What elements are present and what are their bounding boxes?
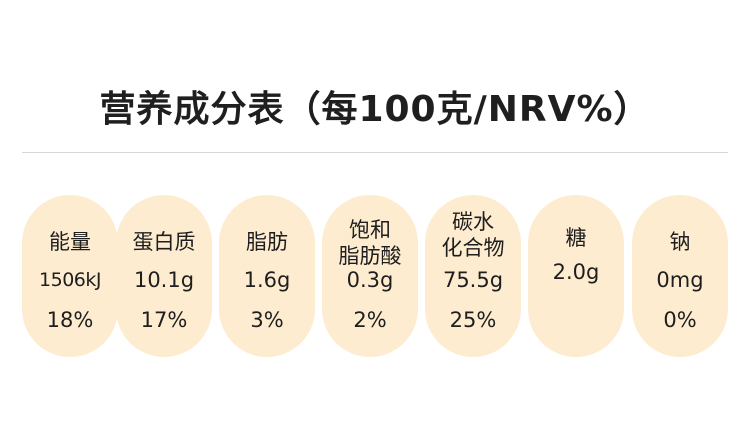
nutrient-name: 碳水 化合物 (425, 209, 521, 261)
nutrient-amount: 1506kJ (39, 269, 101, 291)
nutrient-name-line: 脂肪酸 (338, 244, 402, 268)
nutrient-nrv: 0% (663, 308, 697, 332)
nutrient-nrv: 3% (250, 308, 284, 332)
title-divider (22, 152, 728, 153)
nutrient-amount: 2.0g (552, 260, 600, 284)
nutrient-name: 脂肪 (246, 230, 288, 254)
nutrient-name: 钠 (669, 230, 691, 254)
nutrient-card-protein: 蛋白质 10.1g 17% (116, 195, 212, 357)
nutrient-amount: 75.5g (442, 268, 504, 292)
nutrient-nrv: 18% (46, 308, 94, 332)
nutrient-card-energy: 能量 1506kJ 18% (22, 195, 118, 357)
nutrient-name: 能量 (49, 230, 91, 254)
nutrient-nrv: 17% (140, 308, 188, 332)
nutrient-card-carbohydrate: 碳水 化合物 75.5g 25% (425, 195, 521, 357)
nutrient-card-saturated-fat: 饱和 脂肪酸 0.3g 2% (322, 195, 418, 357)
nutrient-amount: 0.3g (346, 268, 394, 292)
nutrient-name-line: 饱和 (349, 218, 391, 242)
nutrient-card-sugar: 糖 2.0g (528, 195, 624, 357)
nutrient-name: 蛋白质 (132, 230, 196, 254)
nutrient-card-fat: 脂肪 1.6g 3% (219, 195, 315, 357)
nutrient-amount: 0mg (656, 268, 704, 292)
nutrient-name: 糖 (565, 226, 587, 250)
page-title: 营养成分表（每100克/NRV%） (99, 89, 651, 130)
nutrient-name-line: 碳水 (452, 210, 494, 234)
nutrient-name-line: 化合物 (441, 236, 505, 260)
nutrient-amount: 1.6g (243, 268, 291, 292)
nutrient-name: 饱和 脂肪酸 (322, 217, 418, 269)
nutrient-card-sodium: 钠 0mg 0% (632, 195, 728, 357)
nutrient-nrv: 2% (353, 308, 387, 332)
nutrient-amount: 10.1g (133, 268, 195, 292)
nutrient-nrv: 25% (449, 308, 497, 332)
